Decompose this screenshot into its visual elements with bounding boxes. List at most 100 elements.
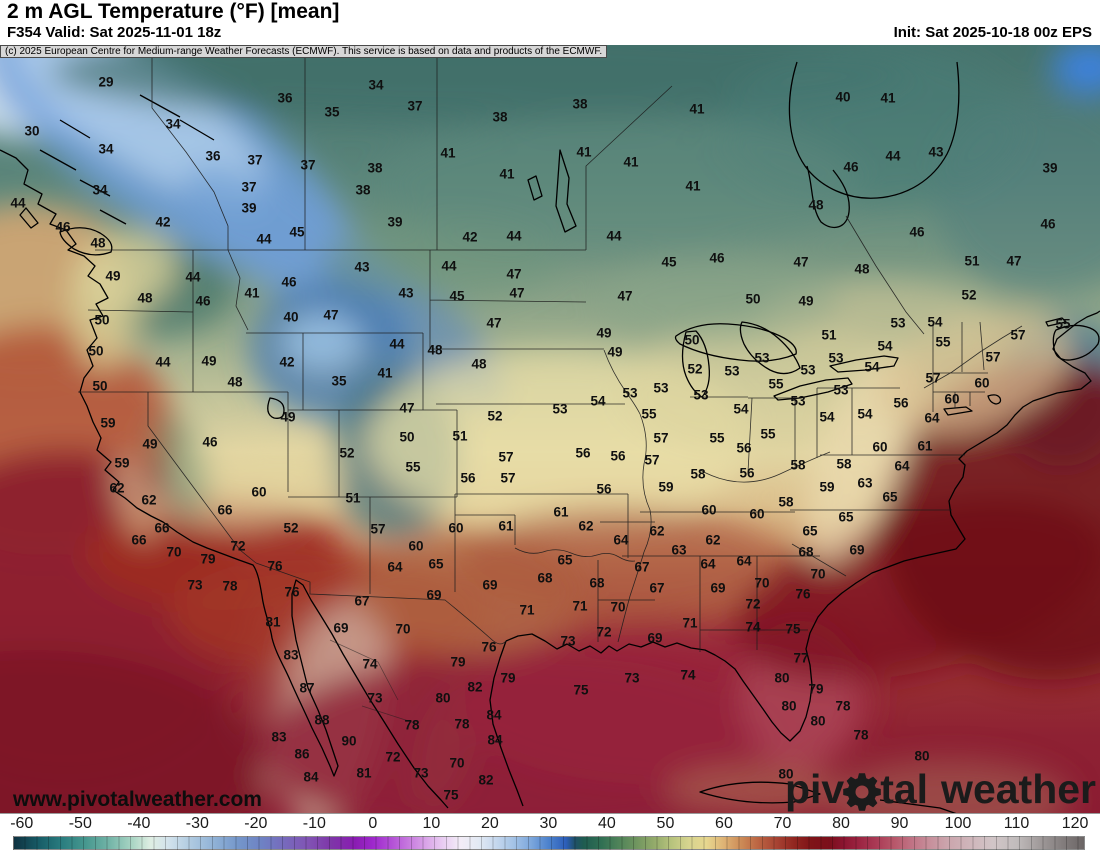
svg-text:48: 48 [808,198,824,213]
svg-text:49: 49 [142,437,157,452]
svg-text:46: 46 [843,160,859,175]
svg-text:48: 48 [227,375,243,390]
map-canvas: 29 36 34 35 37 38 38 41 40 41 30 34 34 36 37 37 38 41 41 41… [0,45,1100,813]
svg-text:66: 66 [154,521,170,536]
svg-text:69: 69 [710,581,725,596]
svg-text:49: 49 [105,269,120,284]
svg-text:38: 38 [355,183,371,198]
svg-text:64: 64 [736,554,752,569]
svg-text:44: 44 [389,337,405,352]
svg-text:81: 81 [265,615,281,630]
gear-icon [843,772,881,811]
svg-text:51: 51 [821,328,837,343]
svg-text:79: 79 [500,671,515,686]
svg-text:62: 62 [649,524,664,539]
coastlines [0,61,1100,813]
svg-text:60: 60 [448,521,463,536]
svg-text:45: 45 [289,225,305,240]
svg-text:41: 41 [623,155,639,170]
svg-text:50: 50 [92,379,107,394]
svg-text:55: 55 [935,335,951,350]
gear-icon-path [843,772,881,811]
svg-text:55: 55 [760,427,776,442]
svg-text:73: 73 [413,766,429,781]
svg-text:49: 49 [596,326,611,341]
svg-text:70: 70 [610,600,625,615]
svg-text:60: 60 [701,503,716,518]
svg-text:74: 74 [680,668,696,683]
svg-text:57: 57 [985,350,1000,365]
svg-text:88: 88 [314,713,330,728]
svg-text:30: 30 [24,124,39,139]
svg-text:44: 44 [10,196,26,211]
svg-text:36: 36 [205,149,221,164]
colorbar-tick-label: -50 [68,815,92,832]
brand-text-piv: piv [784,766,845,812]
colorbar-tick-label: 20 [480,815,499,832]
svg-text:46: 46 [195,294,211,309]
svg-text:62: 62 [578,519,593,534]
svg-text:49: 49 [201,354,216,369]
svg-text:80: 80 [778,767,793,782]
weather-map[interactable]: 29 36 34 35 37 38 38 41 40 41 30 34 34 36 37 37 38 41 41 41… [0,45,1100,813]
svg-text:52: 52 [283,521,298,536]
svg-text:81: 81 [356,766,372,781]
svg-text:52: 52 [339,446,354,461]
svg-text:54: 54 [927,315,943,330]
svg-text:72: 72 [745,597,760,612]
svg-text:54: 54 [733,402,749,417]
svg-text:46: 46 [281,275,297,290]
svg-text:79: 79 [450,655,465,670]
svg-text:79: 79 [200,552,215,567]
svg-text:80: 80 [810,714,825,729]
svg-text:51: 51 [964,254,980,269]
svg-text:50: 50 [399,430,414,445]
svg-text:53: 53 [622,386,638,401]
svg-text:41: 41 [685,179,701,194]
svg-text:73: 73 [187,578,203,593]
svg-text:55: 55 [641,407,657,422]
svg-text:48: 48 [137,291,153,306]
svg-text:57: 57 [1010,328,1025,343]
colorbar-tick-label: -40 [127,815,151,832]
svg-text:48: 48 [427,343,443,358]
svg-text:44: 44 [441,259,457,274]
svg-text:58: 58 [836,457,852,472]
svg-text:83: 83 [283,648,299,663]
svg-text:65: 65 [802,524,818,539]
svg-text:67: 67 [354,594,369,609]
colorbar-tick-label: 0 [368,815,378,832]
svg-text:41: 41 [499,167,515,182]
svg-text:56: 56 [575,446,591,461]
svg-text:78: 78 [404,718,420,733]
svg-text:36: 36 [277,91,293,106]
svg-text:40: 40 [835,90,850,105]
svg-text:51: 51 [452,429,468,444]
svg-text:54: 54 [590,394,606,409]
svg-text:42: 42 [155,215,170,230]
svg-text:63: 63 [857,476,873,491]
page-title: 2 m AGL Temperature (°F) [mean] [7,0,340,23]
colorbar-tick-label: 40 [598,815,616,832]
colorbar-tick-label: -60 [10,815,34,832]
svg-text:72: 72 [596,625,611,640]
svg-text:83: 83 [271,730,287,745]
svg-text:41: 41 [440,146,456,161]
colorbar-tick-label: -10 [302,815,326,832]
svg-text:70: 70 [449,756,464,771]
brand-text-tal: tal [880,766,929,812]
temperature-field-blobs [0,45,1100,813]
svg-text:59: 59 [658,480,673,495]
svg-text:84: 84 [487,733,503,748]
svg-text:57: 57 [500,471,515,486]
svg-text:76: 76 [795,587,811,602]
copyright-bar: (c) 2025 European Centre for Medium-rang… [0,45,608,58]
svg-text:77: 77 [793,651,808,666]
svg-text:44: 44 [185,270,201,285]
svg-text:49: 49 [798,294,813,309]
svg-text:60: 60 [974,376,989,391]
svg-text:70: 70 [395,622,410,637]
svg-text:34: 34 [165,117,181,132]
svg-text:65: 65 [882,490,898,505]
svg-text:69: 69 [333,621,348,636]
